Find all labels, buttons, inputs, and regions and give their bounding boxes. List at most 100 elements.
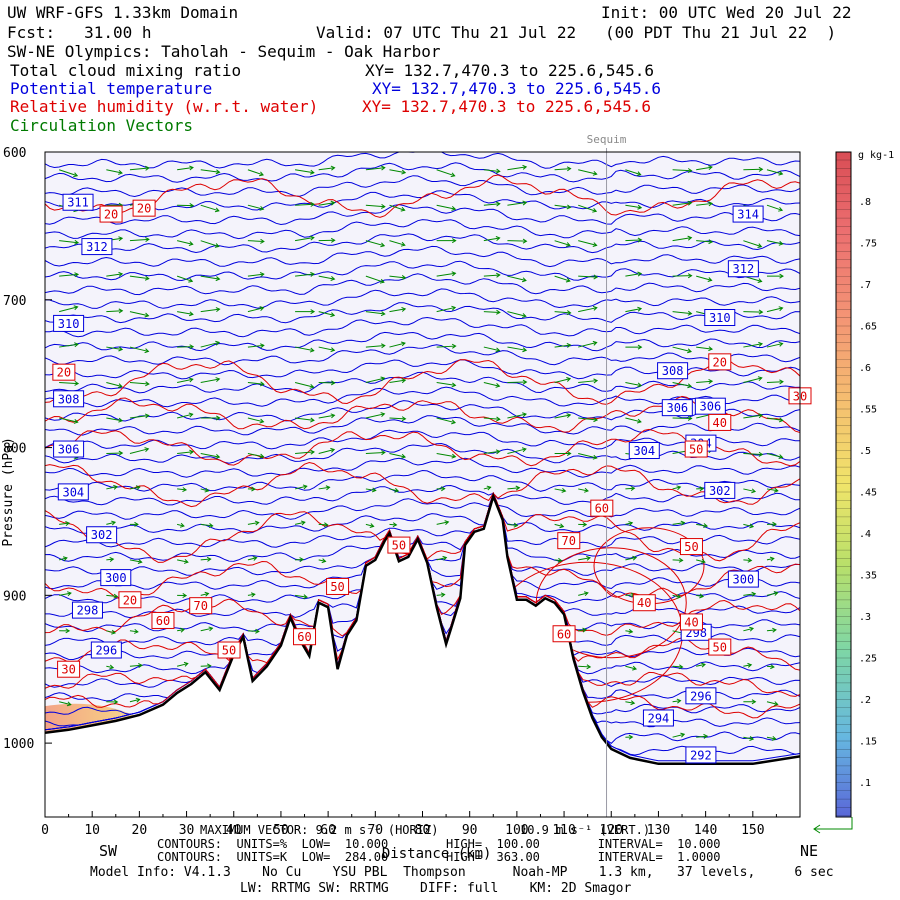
- ne-end-label: NE: [800, 842, 818, 860]
- circulation-vector: [177, 559, 189, 564]
- vector-shaft: [365, 240, 385, 247]
- vector-shaft: [247, 452, 264, 458]
- vector-shaft: [247, 169, 264, 176]
- circulation-vector: [578, 305, 598, 313]
- field-theta-label: Potential temperature: [10, 79, 213, 98]
- circulation-vector: [672, 664, 684, 670]
- vector-shaft: [106, 486, 118, 490]
- vector-shaft: [625, 169, 641, 176]
- vector-shaft: [578, 452, 597, 459]
- rh-contour-label-box: [217, 641, 241, 659]
- theta-contour-line: [45, 491, 800, 520]
- circulation-vector: [578, 169, 598, 176]
- vector-shaft: [59, 557, 68, 561]
- vector-shaft: [129, 382, 149, 385]
- vector-head: [751, 699, 757, 705]
- vector-head: [687, 168, 693, 174]
- circulation-vector: [106, 169, 123, 175]
- circulation-vector: [436, 343, 457, 349]
- rh-contour-label-box: [99, 205, 123, 223]
- theta-contour-label: 292: [690, 748, 712, 762]
- circulation-vector: [106, 417, 124, 423]
- circulation-vector: [247, 343, 265, 349]
- physics-info: LW: RRTMG SW: RRTMG DIFF: full KM: 2D Sm…: [240, 881, 632, 896]
- vector-head: [113, 593, 119, 599]
- circulation-vector: [483, 485, 492, 491]
- circulation-vector: [365, 412, 386, 419]
- theta-contour-line: [45, 233, 800, 254]
- circulation-vector: [129, 697, 141, 703]
- x-tick-label: 80: [415, 823, 431, 838]
- circulation-vector: [507, 485, 521, 491]
- circulation-vector: [129, 381, 150, 387]
- vector-head: [637, 382, 643, 388]
- vector-shaft: [389, 488, 399, 492]
- circulation-vector: [672, 382, 693, 389]
- vector-head: [630, 485, 636, 491]
- vector-shaft: [578, 488, 589, 492]
- circulation-vector: [483, 346, 501, 353]
- vector-shaft: [672, 169, 692, 172]
- circulation-vector: [365, 275, 385, 284]
- vector-head: [451, 305, 457, 311]
- circulation-vector: [129, 346, 150, 354]
- vector-shaft: [106, 346, 123, 350]
- circulation-vector: [294, 346, 315, 353]
- vector-head: [250, 592, 256, 598]
- vector-shaft: [578, 665, 591, 668]
- vector-shaft: [318, 486, 330, 490]
- theta-contour-label-box: [704, 481, 736, 499]
- circulation-vector: [294, 382, 315, 389]
- vector-shaft: [672, 346, 692, 353]
- colorbar-tick-label: .65: [859, 322, 877, 333]
- vector-shaft: [743, 593, 756, 596]
- theta-contour-label: 314: [737, 208, 759, 222]
- theta-contour-label: 300: [105, 571, 127, 585]
- colorbar-units: g kg-1: [858, 150, 894, 161]
- circulation-vector: [177, 592, 188, 598]
- vector-head: [771, 735, 777, 741]
- theta-contour-line: [45, 344, 800, 366]
- model-info: Model Info: V4.1.3 No Cu YSU PBL Thompso…: [90, 865, 834, 880]
- vector-head: [144, 413, 150, 419]
- vector-shaft: [59, 306, 78, 313]
- circulation-vector: [672, 415, 693, 421]
- rh-contour-label: 40: [637, 596, 651, 610]
- vector-shaft: [129, 448, 149, 454]
- vector-shaft: [200, 308, 220, 313]
- vector-shaft: [696, 594, 704, 598]
- rh-contour-label-box: [132, 199, 156, 217]
- circulation-vector: [59, 380, 80, 386]
- x-tick-label: 40: [226, 823, 242, 838]
- circulation-vector: [625, 271, 643, 277]
- circulation-vector: [578, 452, 598, 460]
- vector-head: [189, 165, 194, 171]
- vector-shaft: [696, 663, 706, 667]
- vector-shaft: [507, 413, 527, 419]
- vector-head: [118, 169, 123, 175]
- vector-shaft: [177, 166, 194, 171]
- vector-shaft: [554, 240, 571, 246]
- vector-head: [401, 453, 407, 459]
- vector-head: [400, 341, 406, 347]
- colorbar: [835, 151, 852, 818]
- vector-shaft: [766, 343, 783, 348]
- vector-shaft: [696, 240, 713, 243]
- circulation-vector: [766, 306, 784, 313]
- x-tick-label: 150: [741, 823, 764, 838]
- circulation-vector: [129, 311, 150, 318]
- vector-head: [565, 242, 571, 247]
- circulation-vector: [743, 166, 764, 172]
- circulation-vector: [247, 556, 258, 561]
- vector-shaft: [766, 557, 774, 561]
- vector-shaft: [743, 240, 762, 248]
- vector-shaft: [507, 523, 518, 526]
- vector-head: [188, 377, 194, 383]
- vector-shaft: [247, 307, 264, 313]
- vector-head: [687, 310, 693, 316]
- circulation-vector: [483, 416, 501, 422]
- circulation-vector: [106, 271, 124, 277]
- rh-contour-label-box: [708, 638, 732, 656]
- vector-head: [582, 627, 588, 633]
- vector-head: [495, 383, 501, 388]
